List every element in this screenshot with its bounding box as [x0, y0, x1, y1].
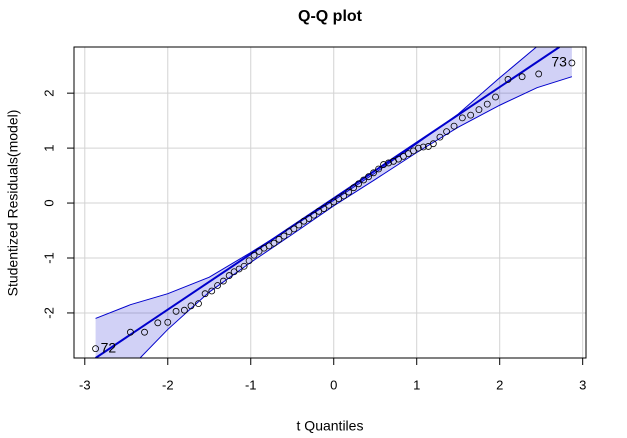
point	[419, 143, 427, 151]
plot-area: 72 73	[92, 47, 576, 358]
point	[127, 328, 134, 336]
point	[375, 165, 382, 173]
point	[250, 251, 258, 259]
chart-title: Q-Q plot	[298, 8, 363, 25]
point	[154, 319, 162, 327]
point	[360, 176, 368, 184]
point	[475, 106, 483, 114]
point	[187, 302, 195, 310]
point	[214, 282, 221, 289]
point	[240, 262, 248, 270]
point	[225, 272, 233, 279]
point-label: 73	[551, 54, 567, 70]
x-tick-label: -2	[162, 377, 174, 392]
point	[370, 169, 377, 177]
point	[350, 184, 358, 192]
x-axis-label: t Quantiles	[297, 418, 364, 434]
point	[180, 306, 188, 314]
axes: -3 -2 -1 0 1 2 3 -2 -1 0 1 2	[41, 90, 586, 393]
point	[201, 290, 209, 298]
band-edge	[139, 76, 573, 358]
point	[141, 328, 148, 336]
band-edge	[95, 47, 538, 319]
plot-frame	[73, 46, 587, 359]
grid	[74, 47, 586, 358]
point	[325, 201, 333, 209]
x-tick-label: 2	[496, 377, 503, 392]
y-tick-label: 0	[41, 199, 56, 206]
y-tick-label: 2	[41, 90, 56, 97]
point	[492, 93, 499, 101]
point	[172, 307, 180, 315]
point	[518, 73, 526, 81]
x-tick-label: 1	[413, 377, 420, 392]
point	[280, 232, 288, 240]
x-tick-label: -1	[245, 377, 257, 392]
point	[275, 235, 283, 243]
point	[568, 59, 576, 67]
point	[290, 225, 298, 233]
point	[380, 161, 387, 168]
point	[385, 159, 392, 167]
y-axis-label: Studentized Residuals(model)	[5, 110, 21, 297]
point	[355, 180, 363, 188]
point	[270, 239, 278, 247]
x-tick-label: 0	[330, 377, 337, 392]
point	[535, 70, 543, 78]
point	[450, 122, 458, 130]
point	[208, 287, 216, 295]
point	[295, 221, 303, 229]
point	[305, 215, 313, 222]
point	[255, 248, 263, 255]
point	[504, 76, 512, 83]
point	[436, 133, 444, 141]
point	[458, 114, 466, 122]
point	[443, 128, 450, 136]
point	[320, 205, 328, 212]
point	[429, 140, 437, 148]
point	[92, 345, 99, 353]
point	[164, 318, 172, 326]
point	[467, 111, 475, 119]
x-tick-label: 3	[579, 377, 586, 392]
y-tick-label: -1	[41, 252, 56, 264]
x-tick-label: -3	[79, 377, 91, 392]
point	[345, 188, 353, 196]
point	[245, 257, 253, 265]
point	[330, 198, 338, 206]
point-label: 72	[101, 339, 117, 355]
point	[365, 173, 372, 181]
point	[483, 100, 491, 108]
point	[414, 144, 422, 152]
point	[340, 192, 348, 200]
y-tick-label: -2	[41, 307, 56, 319]
point	[310, 211, 318, 219]
y-tick-label: 1	[41, 144, 56, 151]
point	[219, 277, 227, 285]
point	[195, 300, 202, 308]
confidence-band	[95, 47, 572, 358]
